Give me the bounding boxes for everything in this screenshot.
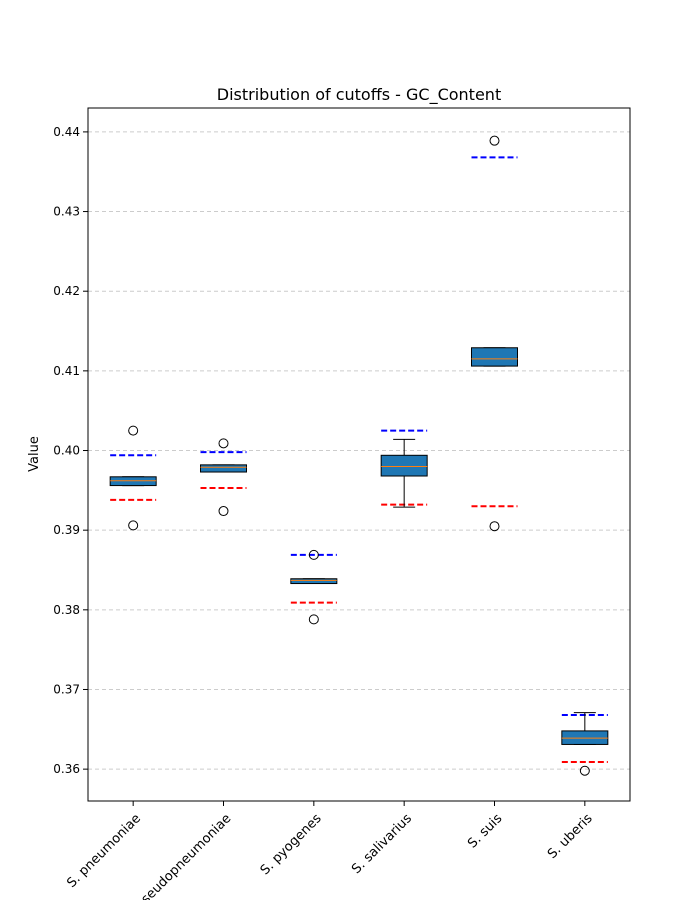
outlier-point [308,549,319,560]
y-tick-label: 0.36 [53,762,80,776]
box [380,454,428,477]
box-group [109,425,157,531]
x-tick-label: S. pyogenes [258,811,325,878]
box-group [200,438,247,517]
outlier-point [218,438,229,449]
chart-title: Distribution of cutoffs - GC_Content [217,85,501,105]
box-group [380,438,428,508]
box [290,578,338,585]
y-axis: 0.36 0.37 0.38 0.39 0.40 0.41 0.42 0.43 0.44 [53,125,88,776]
grid-layer [88,131,630,770]
y-tick-label: 0.38 [53,603,80,617]
y-tick-label: 0.43 [53,205,80,219]
outlier-point [128,425,139,436]
box-group [471,135,518,532]
box [200,464,247,473]
box [471,347,518,367]
x-tick-label: S. uberis [545,811,596,862]
outlier-point [579,765,590,776]
x-tick-label: S. pneumoniae [64,811,144,891]
y-tick-label: 0.41 [53,364,80,378]
x-tick-label: S. salivarius [349,811,415,877]
box-group [290,549,338,625]
y-axis-label: Value [27,436,42,472]
y-tick-label: 0.42 [53,284,80,298]
outlier-point [218,506,229,517]
y-tick-label: 0.37 [53,682,80,696]
outlier-point [489,521,500,532]
y-tick-label: 0.39 [53,523,80,537]
outlier-point [128,520,139,531]
x-tick-label: S. suis [465,811,505,851]
outlier-point [308,614,319,625]
cutoff-layer [110,156,608,763]
box-layer [109,135,609,776]
plot-frame [87,107,631,802]
box-group [561,712,609,776]
y-tick-label: 0.40 [53,444,80,458]
outlier-point [489,135,500,146]
y-tick-label: 0.44 [53,125,80,139]
